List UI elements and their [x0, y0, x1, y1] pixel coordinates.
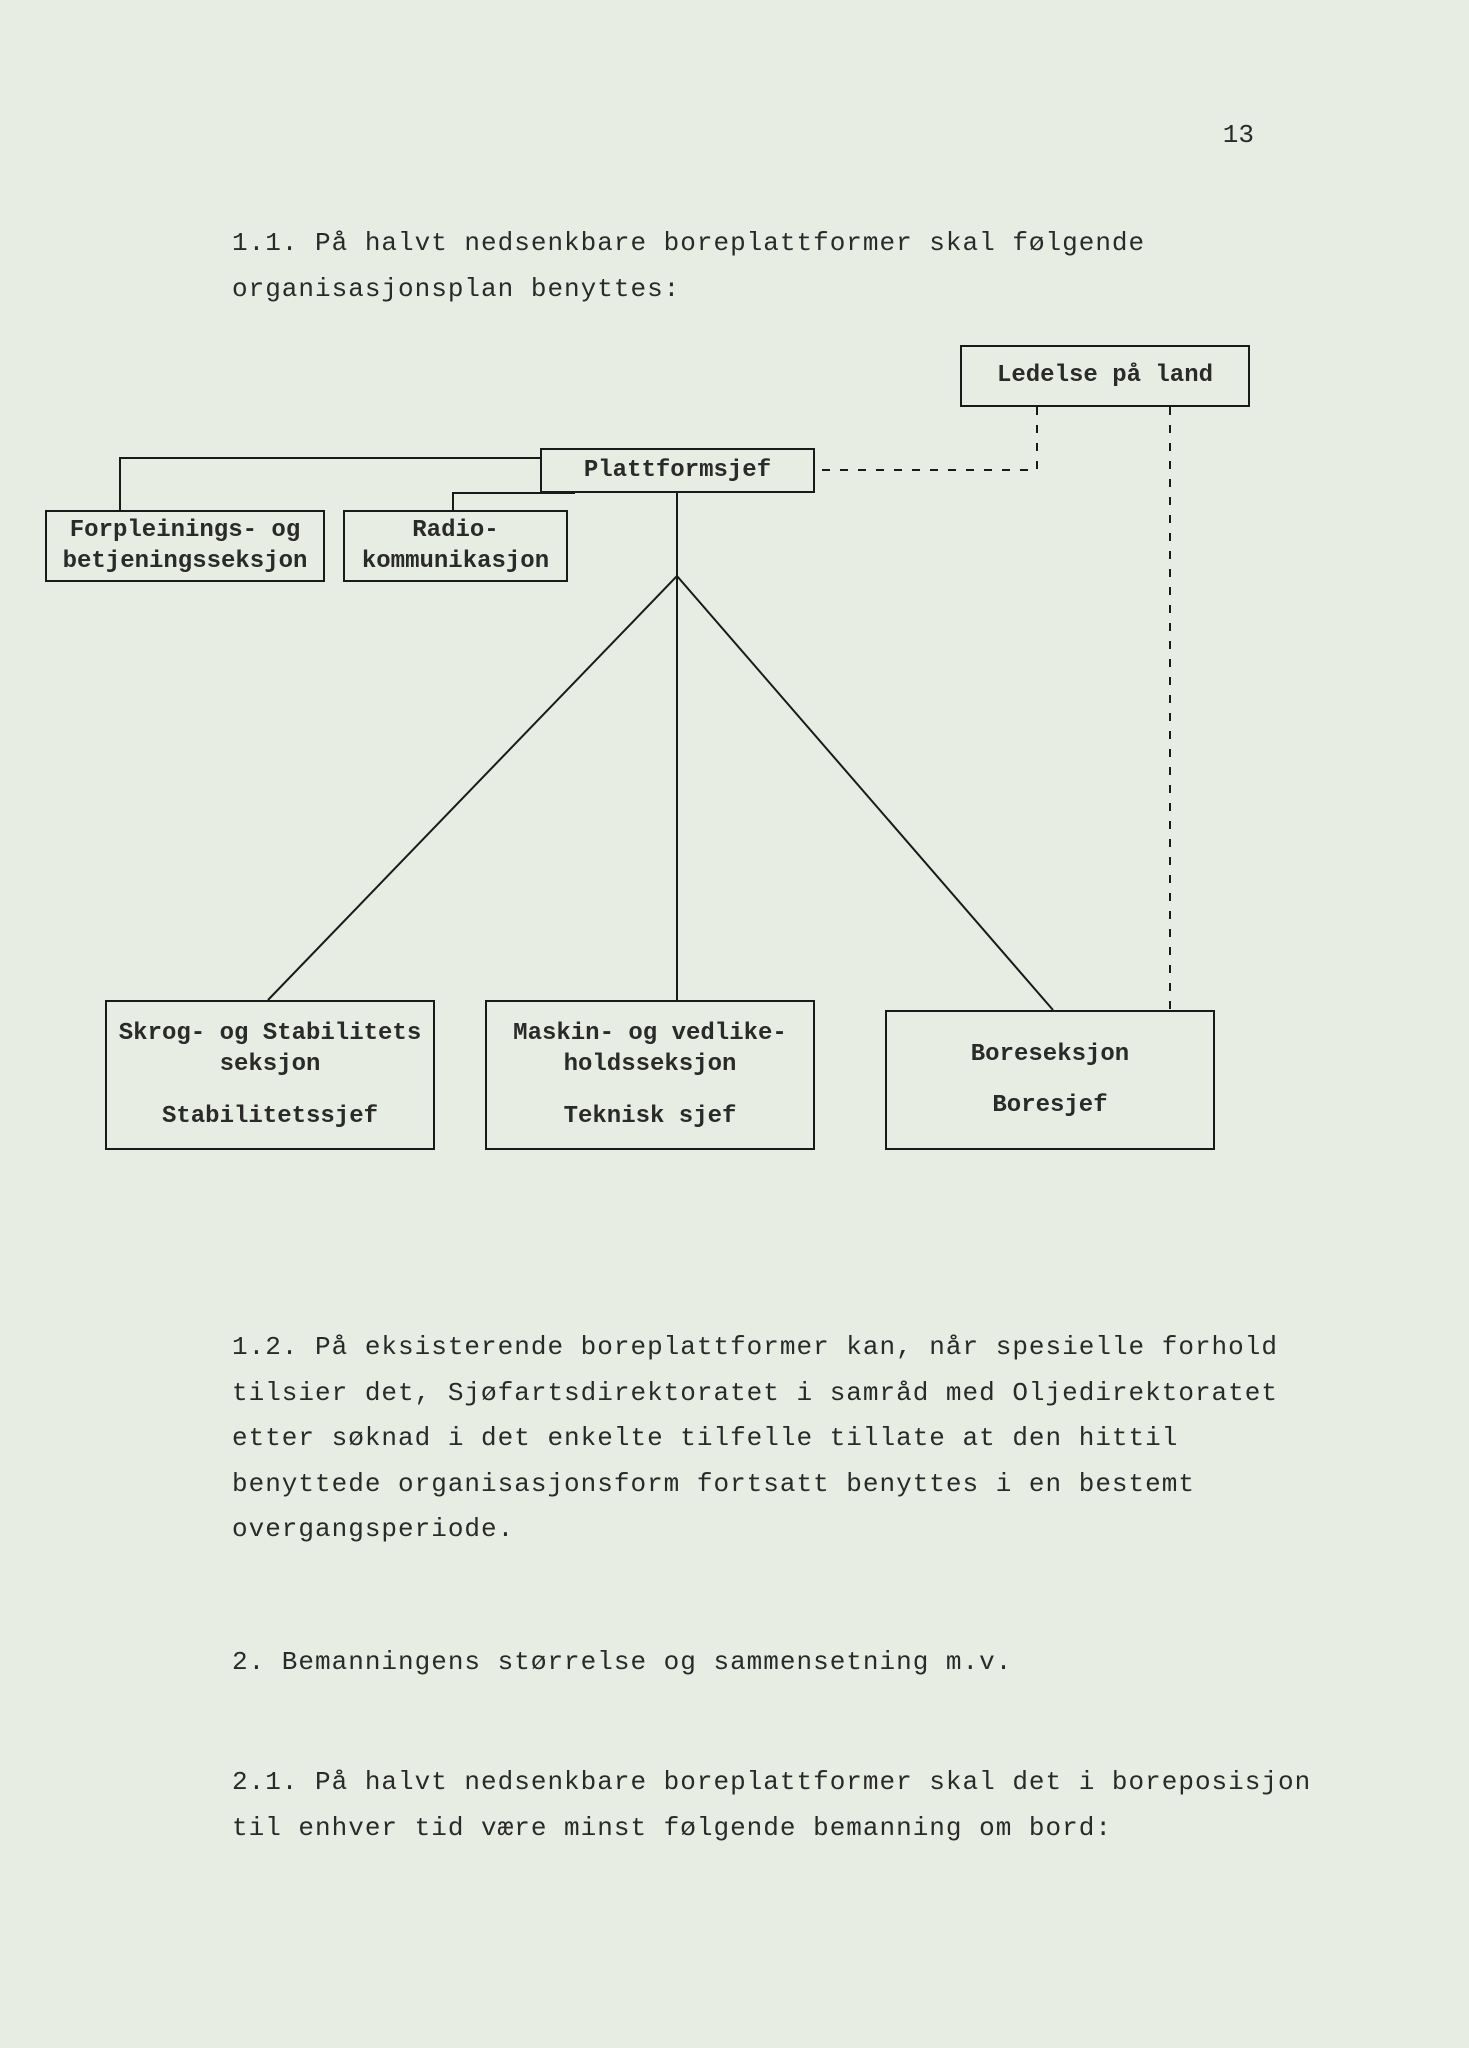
paragraph-1-2: 1.2. På eksisterende boreplattformer kan…	[232, 1325, 1342, 1553]
org-node-bore: Boreseksjon Boresjef	[885, 1010, 1215, 1150]
org-node-label: Forpleinings- og betjeningsseksjon	[63, 515, 308, 577]
org-node-label: Maskin- og vedlike- holdsseksjon	[513, 1018, 787, 1080]
page-number: 13	[1223, 120, 1254, 150]
paragraph-1-1: 1.1. På halvt nedsenkbare boreplattforme…	[232, 221, 1342, 312]
org-node-skrog: Skrog- og Stabilitets seksjon Stabilitets…	[105, 1000, 435, 1150]
org-node-sublabel: Teknisk sjef	[564, 1101, 737, 1132]
org-node-sublabel: Boresjef	[992, 1090, 1107, 1121]
org-node-label: Skrog- og Stabilitets seksjon	[119, 1018, 421, 1080]
connector-plattformsjef-bore	[677, 493, 1053, 1010]
org-node-label: Radio- kommunikasjon	[362, 515, 549, 577]
org-node-label: Plattformsjef	[584, 455, 771, 486]
connector-plattformsjef-forpleining	[120, 458, 540, 510]
connector-plattformsjef-radio	[453, 493, 575, 510]
org-chart-diagram: Ledelse på land Plattformsjef Forpleinings…	[35, 340, 1435, 1210]
org-node-radio: Radio- kommunikasjon	[343, 510, 568, 582]
org-node-maskin: Maskin- og vedlike- holdsseksjon Teknisk …	[485, 1000, 815, 1150]
org-node-plattformsjef: Plattformsjef	[540, 448, 815, 493]
org-node-sublabel: Stabilitetssjef	[162, 1101, 378, 1132]
paragraph-2: 2. Bemanningens størrelse og sammensetni…	[232, 1640, 1342, 1686]
paragraph-2-1: 2.1. På halvt nedsenkbare boreplattforme…	[232, 1760, 1342, 1851]
org-node-forpleining: Forpleinings- og betjeningsseksjon	[45, 510, 325, 582]
org-node-label: Ledelse på land	[997, 360, 1213, 391]
connector-ledelse-plattformsjef	[815, 407, 1037, 470]
org-node-ledelse: Ledelse på land	[960, 345, 1250, 407]
document-page: 13 1.1. På halvt nedsenkbare boreplattfo…	[0, 0, 1469, 2048]
org-node-label: Boreseksjon	[971, 1039, 1129, 1070]
